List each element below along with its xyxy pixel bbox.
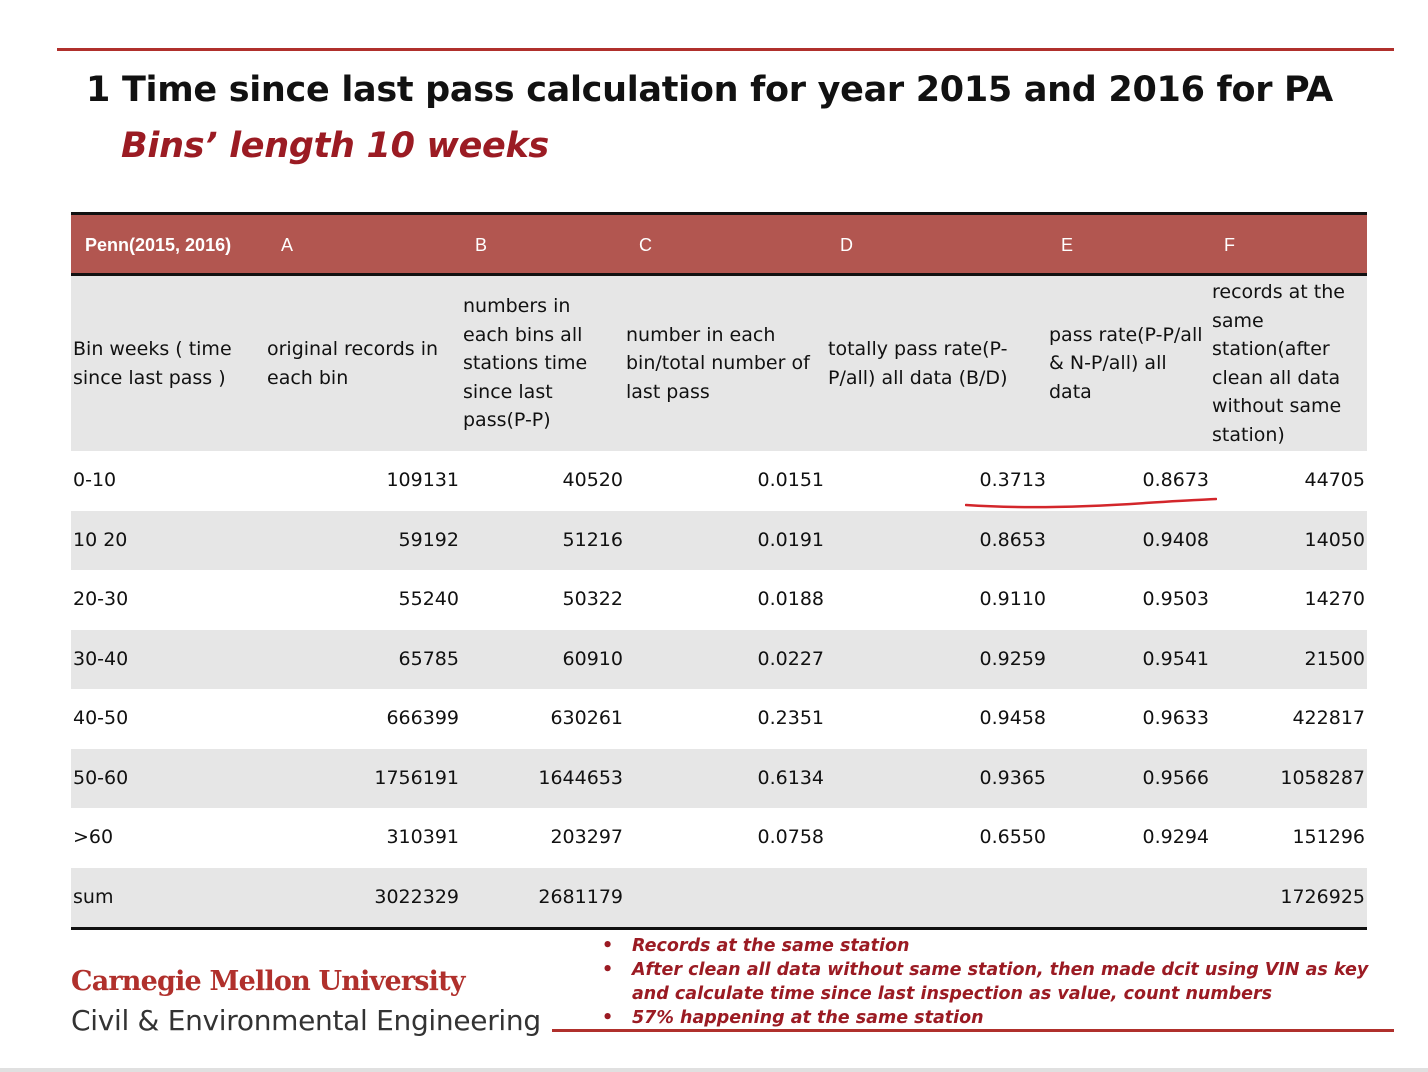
header-col-f: F — [1224, 235, 1235, 255]
cell-d: 0.8653 — [979, 528, 1046, 551]
data-table: Penn(2015, 2016) A B C D E F Bin weeks (… — [71, 212, 1367, 930]
header-col-d: D — [840, 235, 853, 255]
cell-bin: 30-40 — [73, 647, 129, 670]
cell-c: 0.6134 — [757, 766, 824, 789]
bottom-edge-strip — [0, 1068, 1428, 1072]
desc-col-e: pass rate(P-P/all & N-P/all) all data — [1049, 323, 1203, 403]
cell-b: 60910 — [562, 647, 623, 670]
table-top-rule — [71, 212, 1367, 215]
table-row: 0-10 109131 40520 0.0151 0.3713 0.8673 4… — [71, 451, 1367, 511]
cell-e: 0.9408 — [1142, 528, 1209, 551]
cell-f: 14050 — [1304, 528, 1365, 551]
desc-bin-weeks: Bin weeks ( time since last pass ) — [73, 338, 232, 389]
cell-bin: 50-60 — [73, 766, 129, 789]
cell-b: 1644653 — [538, 766, 623, 789]
header-penn-label: Penn(2015, 2016) — [85, 235, 232, 255]
cell-a: 59192 — [398, 528, 459, 551]
table-row: >60 310391 203297 0.0758 0.6550 0.9294 1… — [71, 808, 1367, 868]
cell-f: 21500 — [1304, 647, 1365, 670]
cell-bin: 0-10 — [73, 469, 117, 491]
university-logo-text: Carnegie Mellon University — [71, 966, 466, 997]
table-row-sum: sum 3022329 2681179 1726925 — [71, 867, 1367, 927]
desc-col-b: numbers in each bins all stations time s… — [463, 295, 588, 432]
notes-list: • Records at the same station • After clea… — [602, 934, 1382, 1030]
column-description-row: Bin weeks ( time since last pass ) origi… — [71, 276, 1367, 451]
cell-d: 0.9365 — [979, 766, 1046, 789]
cell-a: 109131 — [386, 469, 459, 491]
cell-e: 0.9541 — [1142, 647, 1209, 670]
cell-e: 0.9566 — [1142, 766, 1209, 789]
header-col-a: A — [281, 235, 294, 255]
cell-d: 0.9110 — [979, 588, 1046, 610]
cell-f: 151296 — [1292, 826, 1365, 848]
cell-e: 0.8673 — [1142, 469, 1209, 491]
cell-b: 2681179 — [538, 885, 623, 908]
header-col-e: E — [1061, 235, 1074, 255]
table-row: 10 20 59192 51216 0.0191 0.8653 0.9408 1… — [71, 510, 1367, 570]
header-col-b: B — [475, 235, 488, 255]
cell-a: 1756191 — [374, 766, 459, 789]
cell-e: 0.9633 — [1142, 707, 1209, 729]
cell-d: 0.6550 — [979, 826, 1046, 848]
table-header-band: Penn(2015, 2016) A B C D E F — [71, 215, 1367, 273]
table-row: 30-40 65785 60910 0.0227 0.9259 0.9541 2… — [71, 629, 1367, 689]
bullet-icon: • — [602, 1008, 614, 1028]
cell-bin: 40-50 — [73, 707, 129, 729]
cell-b: 203297 — [550, 826, 623, 848]
cell-c: 0.2351 — [757, 707, 824, 729]
cell-d: 0.9458 — [979, 707, 1046, 729]
cell-c: 0.0191 — [757, 528, 824, 551]
desc-col-f: records at the same station(after clean … — [1212, 281, 1345, 446]
slide-title: 1 Time since last pass calculation for y… — [86, 70, 1333, 110]
table-bottom-rule — [71, 927, 1367, 930]
top-divider-line — [57, 48, 1394, 51]
cell-bin: 10 20 — [73, 528, 128, 551]
cell-e: 0.9503 — [1142, 588, 1209, 610]
header-col-c: C — [639, 235, 652, 255]
cell-d: 0.9259 — [979, 647, 1046, 670]
note-item: • Records at the same station — [602, 936, 910, 956]
cell-a: 666399 — [386, 707, 459, 729]
cell-f: 14270 — [1304, 588, 1365, 610]
cell-bin: 20-30 — [73, 588, 129, 610]
desc-col-a: original records in each bin — [267, 338, 439, 389]
table-row: 50-60 1756191 1644653 0.6134 0.9365 0.95… — [71, 748, 1367, 808]
cell-e: 0.9294 — [1142, 826, 1209, 848]
cell-f: 1726925 — [1280, 885, 1365, 908]
cell-c: 0.0227 — [757, 647, 824, 670]
cell-c: 0.0758 — [757, 826, 824, 848]
cell-a: 55240 — [398, 588, 459, 610]
department-name: Civil & Environmental Engineering — [71, 1004, 541, 1037]
handdrawn-red-underline — [965, 497, 1217, 509]
cell-f: 44705 — [1304, 469, 1365, 491]
cell-a: 65785 — [398, 647, 459, 670]
cell-d: 0.3713 — [979, 469, 1046, 491]
bottom-divider-line — [552, 1029, 1394, 1032]
cell-bin: >60 — [73, 826, 114, 848]
table-row: 40-50 666399 630261 0.2351 0.9458 0.9633… — [71, 689, 1367, 749]
cell-c: 0.0188 — [757, 588, 824, 610]
cell-b: 50322 — [562, 588, 623, 610]
cell-b: 40520 — [562, 469, 623, 491]
cell-a: 3022329 — [374, 885, 459, 908]
cell-bin: sum — [73, 885, 114, 908]
cell-b: 630261 — [550, 707, 623, 729]
cell-a: 310391 — [386, 826, 459, 848]
desc-col-c: number in each bin/total number of last … — [626, 323, 810, 403]
bullet-icon: • — [602, 936, 614, 956]
bullet-icon: • — [602, 960, 614, 980]
cell-b: 51216 — [562, 528, 623, 551]
note-item: • 57% happening at the same station — [602, 1008, 984, 1028]
cell-f: 422817 — [1292, 707, 1365, 729]
table-row: 20-30 55240 50322 0.0188 0.9110 0.9503 1… — [71, 570, 1367, 630]
slide-subtitle: Bins’ length 10 weeks — [121, 126, 549, 166]
desc-col-d: totally pass rate(P-P/all) all data (B/D… — [828, 338, 1008, 389]
note-item: • After clean all data without same stati… — [602, 960, 1369, 1004]
header-bottom-rule — [71, 273, 1367, 276]
cell-c: 0.0151 — [757, 469, 824, 491]
cell-f: 1058287 — [1280, 766, 1365, 789]
